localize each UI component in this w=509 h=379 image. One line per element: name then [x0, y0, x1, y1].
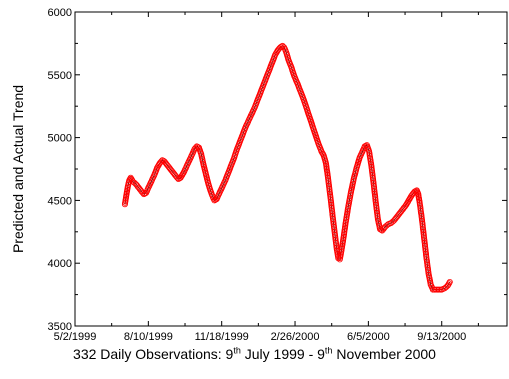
- y-tick-label: 6000: [48, 7, 72, 19]
- x-tick-label: 11/18/1999: [195, 331, 249, 343]
- data-point-marker: [434, 286, 441, 293]
- x-axis-label-suffix: November 2000: [332, 346, 436, 362]
- x-axis-label-prefix: 332 Daily Observations: 9: [73, 346, 234, 362]
- y-tick-label: 3500: [48, 321, 72, 333]
- x-tick-label: 8/10/1999: [124, 331, 173, 343]
- y-tick-label: 4000: [48, 258, 72, 270]
- data-point-marker: [435, 286, 442, 293]
- data-point-marker: [446, 280, 453, 287]
- y-tick-label: 4500: [48, 195, 72, 207]
- y-tick-label: 5500: [48, 70, 72, 82]
- x-axis-label-sup-2: th: [324, 345, 333, 356]
- x-tick-label: 2/26/2000: [271, 331, 320, 343]
- data-point-marker: [431, 286, 438, 293]
- x-axis-label-sup-1: th: [233, 345, 241, 356]
- y-axis: 3500 4000 4500 5000 5500 6000: [48, 7, 507, 333]
- predicted-trend-line: [124, 45, 451, 290]
- x-axis-label: 332 Daily Observations: 9th July 1999 - …: [0, 346, 509, 362]
- data-point-marker: [160, 157, 167, 164]
- x-tick-label: 5/2/1999: [54, 331, 97, 343]
- x-tick-label: 9/13/2000: [417, 331, 466, 343]
- data-point-marker: [446, 278, 453, 285]
- data-point-marker: [429, 286, 436, 293]
- x-tick-label: 6/5/2000: [347, 331, 390, 343]
- actual-markers: [121, 42, 453, 293]
- y-axis-label: Predicted and Actual Trend: [10, 85, 26, 253]
- y-tick-label: 5000: [48, 133, 72, 145]
- x-axis-label-middle: July 1999 - 9: [240, 346, 325, 362]
- x-axis: 5/2/1999 8/10/1999 11/18/1999 2/26/2000 6/5/…: [54, 12, 479, 343]
